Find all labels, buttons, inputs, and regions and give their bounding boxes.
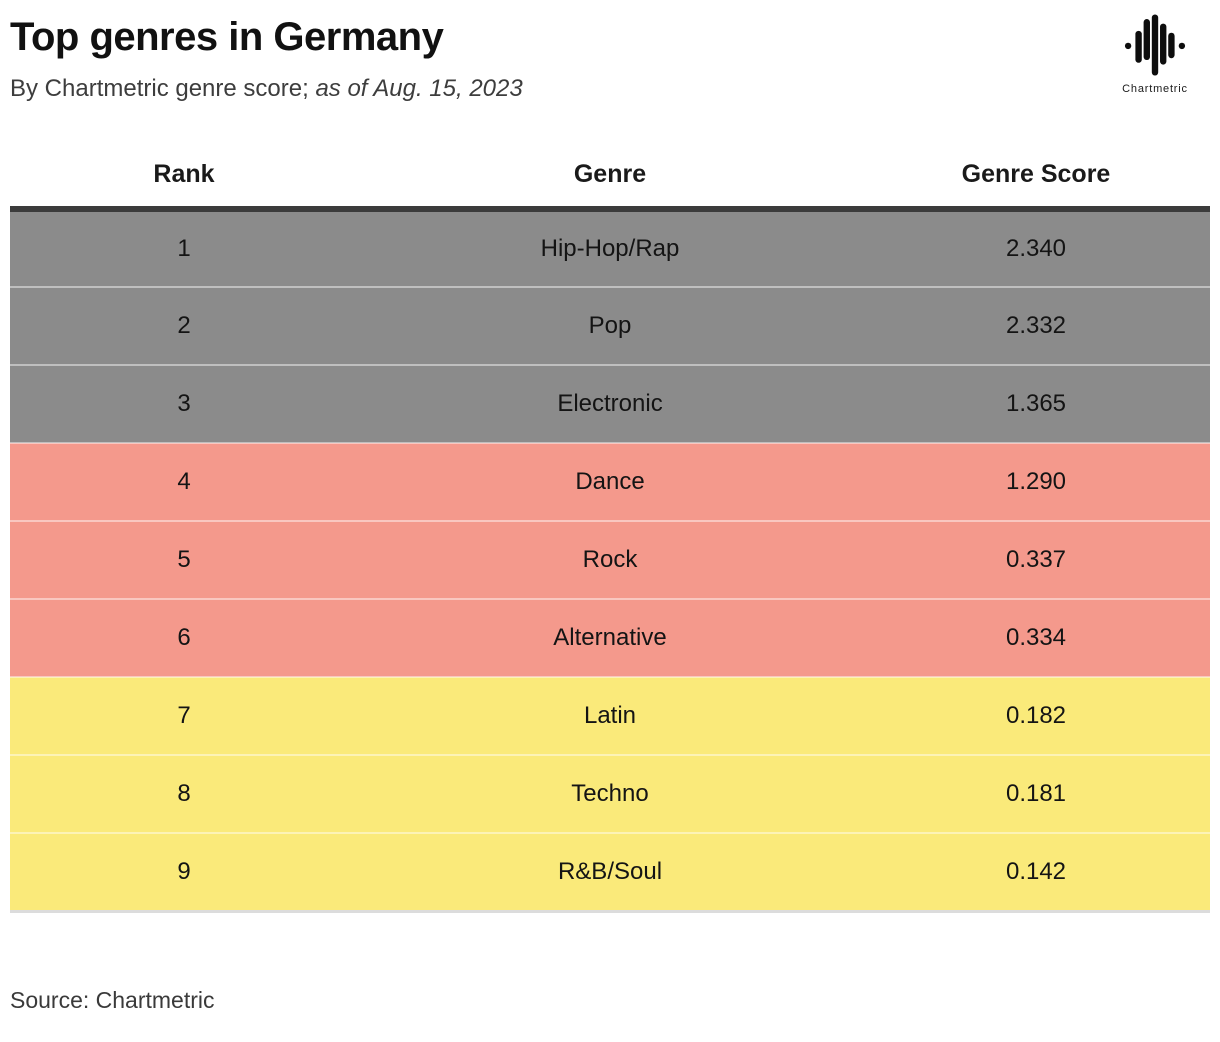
score-cell: 0.182 [862, 676, 1210, 756]
rank-cell: 5 [10, 520, 358, 600]
subtitle-plain: By Chartmetric genre score; [10, 75, 316, 102]
table-row: 7 Latin 0.182 [10, 676, 1210, 756]
header: Top genres in Germany By Chartmetric gen… [10, 14, 1210, 104]
logo-label: Chartmetric [1122, 83, 1188, 95]
page-title: Top genres in Germany [10, 15, 444, 59]
column-header-genre: Genre [358, 160, 862, 213]
subtitle-date: as of Aug. 15, 2023 [315, 75, 523, 102]
table-row: 2 Pop 2.332 [10, 286, 1210, 366]
genre-table: Rank Genre Genre Score 1 Hip-Hop/Rap 2.3… [10, 160, 1210, 913]
score-cell: 0.337 [862, 520, 1210, 600]
score-cell: 1.290 [862, 442, 1210, 522]
score-cell: 0.334 [862, 598, 1210, 678]
rank-cell: 3 [10, 364, 358, 444]
rank-cell: 2 [10, 286, 358, 366]
column-header-rank: Rank [10, 160, 358, 213]
score-cell: 2.340 [1005, 235, 1067, 263]
table-header: Rank Genre Genre Score [10, 160, 1210, 213]
table-row: 9 R&B/Soul 0.142 [10, 832, 1210, 913]
genre-cell: Pop [358, 286, 862, 366]
rank-cell: 8 [10, 754, 358, 834]
genre-cell: R&B/Soul [358, 832, 862, 913]
score-cell: 0.181 [862, 754, 1210, 834]
column-header-score: Genre Score [862, 160, 1210, 213]
rank-cell: 6 [10, 598, 358, 678]
rank-cell: 1 [177, 235, 191, 263]
genre-cell: Electronic [358, 364, 862, 444]
rank-cell: 4 [10, 442, 358, 522]
table-row: 3 Electronic 1.365 [10, 364, 1210, 444]
genre-cell: Dance [358, 442, 862, 522]
subtitle: By Chartmetric genre score; as of Aug. 1… [10, 73, 523, 104]
genre-cell: Techno [358, 754, 862, 834]
table-row: 6 Alternative 0.334 [10, 598, 1210, 678]
chartmetric-logo: Chartmetric [1100, 12, 1210, 95]
waveform-icon [1124, 14, 1186, 76]
source-note: Source: Chartmetric [10, 986, 215, 1013]
header-text: Top genres in Germany By Chartmetric gen… [10, 14, 523, 104]
score-cell: 1.365 [862, 364, 1210, 444]
genre-cell: Rock [358, 520, 862, 600]
score-cell: 2.332 [862, 286, 1210, 366]
table-row: 1 Hip-Hop/Rap 2.340 [10, 209, 1210, 288]
score-cell: 0.142 [862, 832, 1210, 913]
table-row: 4 Dance 1.290 [10, 442, 1210, 522]
table-row: 8 Techno 0.181 [10, 754, 1210, 834]
table-row: 5 Rock 0.337 [10, 520, 1210, 600]
rank-cell: 7 [10, 676, 358, 756]
genre-cell: Hip-Hop/Rap [540, 235, 680, 263]
rank-cell: 9 [10, 832, 358, 913]
genre-cell: Latin [358, 676, 862, 756]
genre-cell: Alternative [358, 598, 862, 678]
